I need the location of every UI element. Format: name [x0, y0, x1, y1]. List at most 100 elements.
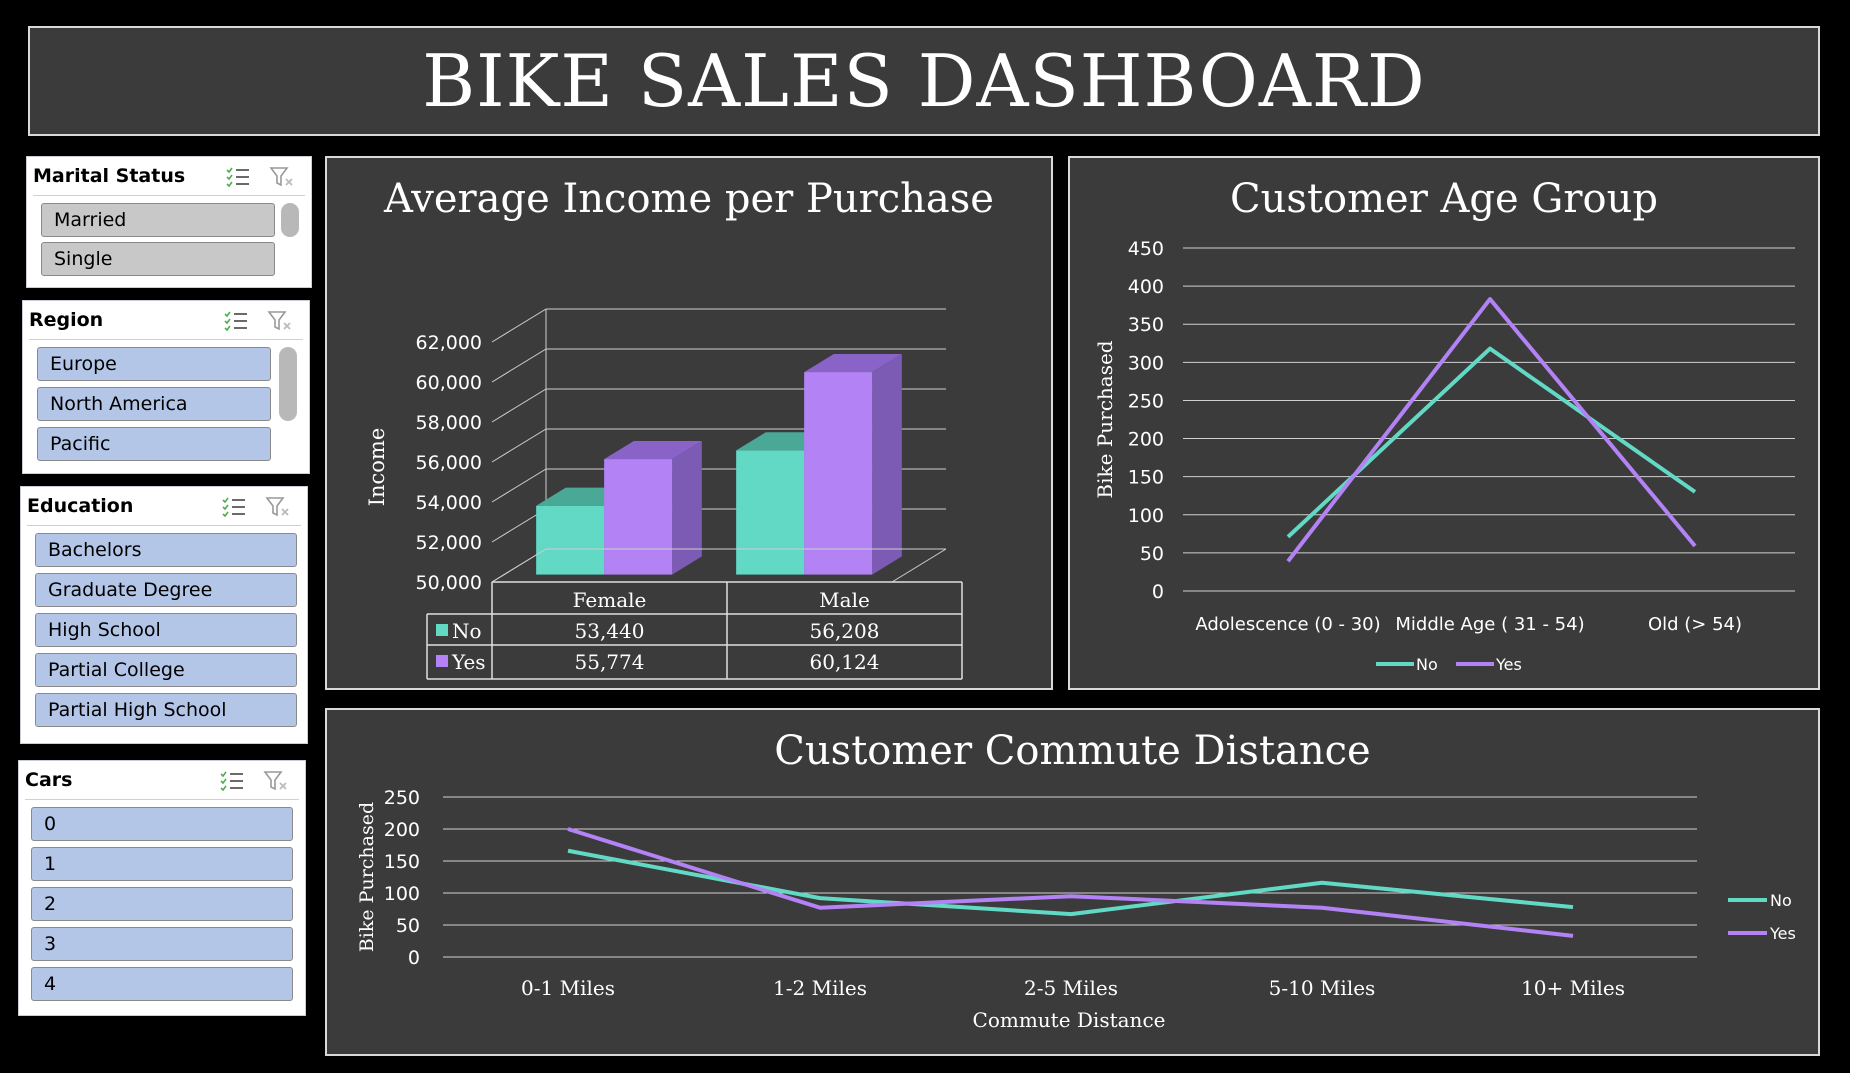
data-label: 60,124: [810, 650, 880, 674]
x-tick-label: 10+ Miles: [1521, 976, 1625, 1000]
x-tick-label: 0-1 Miles: [521, 976, 615, 1000]
series-line: [567, 827, 1574, 938]
data-label: 56,208: [810, 619, 880, 643]
bar: [804, 372, 873, 575]
slicer-education: Education Bachelors Graduate Degree High…: [20, 486, 308, 744]
multi-select-icon[interactable]: [221, 495, 247, 524]
age-chart: 0 50 100 150 200 250 300 350 400 450 Bike Purchase…: [1093, 238, 1795, 674]
y-tick-label: 52,000: [416, 532, 482, 554]
x-tick-label: Old (> 54): [1648, 614, 1742, 635]
clear-filter-icon[interactable]: [267, 309, 293, 338]
x-tick-label: Middle Age ( 31 - 54): [1395, 614, 1584, 635]
legend-key: [436, 655, 448, 667]
slicer-item[interactable]: North America: [37, 387, 271, 421]
y-axis-label: Bike Purchased: [356, 802, 378, 952]
y-tick-label: 300: [1128, 352, 1164, 374]
y-tick-label: 250: [384, 787, 420, 809]
slicer-cars: Cars 0 1 2 3 4: [18, 760, 306, 1016]
slicer-item[interactable]: Married: [41, 203, 275, 237]
slicer-item[interactable]: Europe: [37, 347, 271, 381]
data-label: 53,440: [575, 619, 645, 643]
multi-select-icon[interactable]: [225, 165, 251, 194]
x-tick-label: Male: [819, 588, 870, 612]
legend-label: No: [1770, 891, 1792, 910]
y-tick-label: 50,000: [416, 572, 482, 594]
slicer-item[interactable]: 3: [31, 927, 293, 961]
bar: [604, 459, 673, 575]
slicer-item[interactable]: Single: [41, 242, 275, 276]
slicer-item[interactable]: 2: [31, 887, 293, 921]
y-tick-label: 100: [384, 883, 420, 905]
commute-chart-panel: Customer Commute Distance 0 50 100 150 200 25…: [325, 708, 1820, 1056]
y-tick-label: 450: [1128, 238, 1164, 260]
data-label: 55,774: [575, 650, 645, 674]
clear-filter-icon[interactable]: [263, 769, 289, 798]
income-chart: 50,000 52,000 54,000 56,000 58,000 60,000 62,0…: [365, 308, 963, 680]
y-tick-label: 50: [396, 915, 420, 937]
bar-top: [804, 353, 902, 373]
slicer-divider: [29, 339, 303, 340]
bar-side: [672, 440, 702, 575]
series-line: [567, 848, 1574, 917]
slicer-title: Marital Status: [33, 165, 186, 187]
y-tick-label: 56,000: [416, 452, 482, 474]
y-tick-label: 200: [384, 819, 420, 841]
multi-select-icon[interactable]: [219, 769, 245, 798]
floor-edge: [891, 548, 947, 583]
x-axis-label: Commute Distance: [973, 1008, 1166, 1032]
slicer-item[interactable]: Bachelors: [35, 533, 297, 567]
y-tick-label: 250: [1128, 390, 1164, 412]
y-tick-label: 350: [1128, 314, 1164, 336]
y-tick-label: 54,000: [416, 492, 482, 514]
slicer-item[interactable]: 4: [31, 967, 293, 1001]
legend-label: Yes: [1495, 655, 1522, 674]
slicer-region: Region Europe North America Pacific: [22, 300, 310, 474]
y-tick-label: 0: [1152, 581, 1164, 603]
multi-select-icon[interactable]: [223, 309, 249, 338]
x-tick-label: 1-2 Miles: [773, 976, 867, 1000]
slicer-item[interactable]: Partial College: [35, 653, 297, 687]
x-tick-label: Female: [573, 588, 647, 612]
clear-filter-icon[interactable]: [265, 495, 291, 524]
gridline: [491, 308, 547, 343]
legend-label: Yes: [451, 650, 486, 674]
chart-title: Average Income per Purchase: [384, 176, 994, 222]
age-chart-panel: Customer Age Group 0 50 100 150 200 250 300 350…: [1068, 156, 1820, 690]
slicer-marital-status: Marital Status Married Single: [26, 156, 312, 288]
y-tick-label: 0: [408, 947, 420, 969]
slicer-divider: [27, 525, 301, 526]
y-tick-label: 150: [1128, 467, 1164, 489]
x-tick-label: 2-5 Miles: [1024, 976, 1118, 1000]
gridline: [491, 388, 547, 423]
slicer-item[interactable]: 0: [31, 807, 293, 841]
y-axis-label: Income: [365, 428, 389, 507]
income-chart-panel: Average Income per Purchase 50,000 52,000…: [325, 156, 1053, 690]
legend-key: [436, 624, 448, 636]
bar-side: [872, 353, 902, 575]
clear-filter-icon[interactable]: [269, 165, 295, 194]
x-tick-label: Adolescence (0 - 30): [1195, 614, 1380, 635]
chart-title: Customer Commute Distance: [774, 728, 1371, 774]
y-axis-label: Bike Purchased: [1093, 340, 1117, 498]
slicer-divider: [33, 195, 305, 196]
slicer-item[interactable]: High School: [35, 613, 297, 647]
slicer-item[interactable]: Partial High School: [35, 693, 297, 727]
slicer-title: Region: [29, 309, 104, 331]
slicer-item[interactable]: 1: [31, 847, 293, 881]
y-tick-label: 50: [1140, 543, 1164, 565]
series-line: [1286, 346, 1697, 539]
floor-edge: [491, 548, 547, 583]
legend-label: Yes: [1769, 924, 1796, 943]
slicer-title: Cars: [25, 769, 73, 791]
y-tick-label: 58,000: [416, 412, 482, 434]
y-tick-label: 150: [384, 851, 420, 873]
legend-label: No: [452, 619, 482, 643]
slicer-item[interactable]: Graduate Degree: [35, 573, 297, 607]
slicer-scrollbar[interactable]: [281, 203, 299, 237]
slicer-scrollbar[interactable]: [279, 347, 297, 421]
x-tick-label: 5-10 Miles: [1269, 976, 1376, 1000]
slicer-item[interactable]: Pacific: [37, 427, 271, 461]
dashboard-title-bar: BIKE SALES DASHBOARD: [28, 26, 1820, 136]
y-tick-label: 60,000: [416, 372, 482, 394]
gridline: [491, 348, 547, 383]
